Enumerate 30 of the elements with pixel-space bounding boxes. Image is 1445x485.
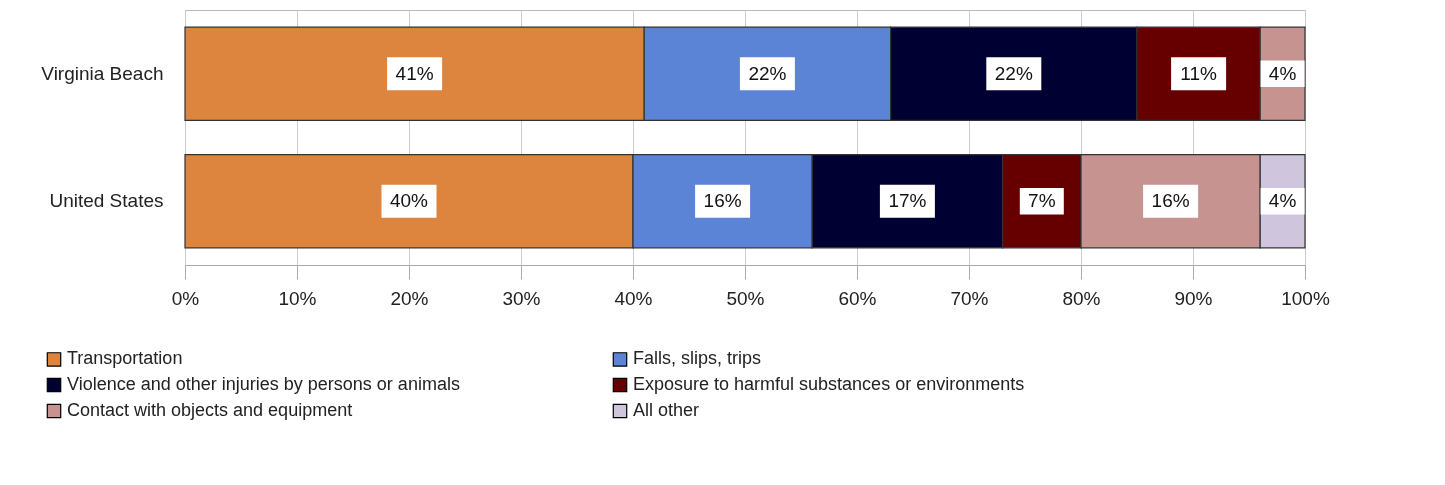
x-tick-label: 100% (1281, 287, 1330, 309)
data-label: 22% (994, 62, 1033, 84)
x-tick-label: 80% (1062, 287, 1101, 309)
y-tick-label: United States (49, 190, 164, 212)
x-tick-label: 30% (502, 287, 541, 309)
data-label: 4% (1268, 62, 1297, 84)
x-tick-label: 50% (726, 287, 765, 309)
legend-label: Falls, slips, trips (633, 348, 762, 369)
x-tick-label: 90% (1174, 287, 1213, 309)
y-tick-label: Virginia Beach (41, 62, 164, 84)
data-label: 41% (395, 62, 434, 84)
legend-label: All other (633, 400, 700, 420)
x-tick-label: 60% (838, 287, 877, 309)
legend-label: Contact with objects and equipment (67, 400, 353, 420)
data-label: 22% (748, 62, 787, 84)
x-tick-label: 40% (614, 287, 653, 309)
legend-label: Exposure to harmful substances or environments (633, 374, 1025, 394)
data-label: 7% (1028, 190, 1056, 212)
x-tick-label: 10% (278, 287, 317, 309)
data-label: 16% (703, 190, 742, 212)
x-tick-label: 0% (171, 287, 200, 309)
data-label: 4% (1268, 190, 1297, 212)
data-label: 16% (1151, 190, 1190, 212)
data-label: 11% (1180, 62, 1218, 84)
legend-label: Transportation (67, 348, 183, 369)
x-tick-label: 70% (950, 287, 989, 309)
data-label: 17% (888, 190, 927, 212)
legend-label: Violence and other injuries by persons or animals (67, 374, 460, 394)
x-tick-label: 20% (390, 287, 429, 309)
data-label: 40% (389, 190, 429, 212)
